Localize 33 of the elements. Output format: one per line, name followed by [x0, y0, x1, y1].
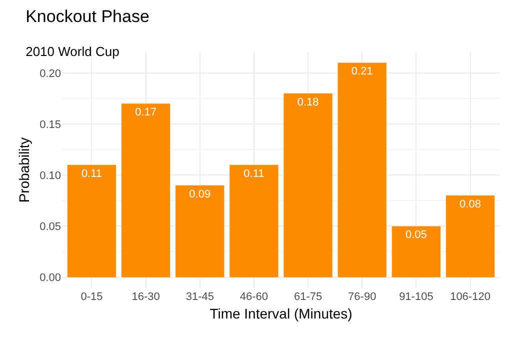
- data-label: 0.18: [297, 96, 319, 108]
- data-label: 0.08: [460, 198, 481, 211]
- y-tick-label: 0.05: [40, 221, 61, 234]
- x-tick-label: 61-75: [294, 291, 322, 303]
- y-tick-label: 0.10: [40, 170, 61, 182]
- y-tick-label: 0.15: [40, 118, 61, 131]
- bar: [392, 226, 441, 278]
- x-tick-label: 0-15: [80, 291, 103, 303]
- chart-title: Knockout Phase: [26, 7, 150, 26]
- data-label: 0.21: [351, 66, 373, 78]
- bar: [338, 62, 386, 278]
- x-tick-label: 31-45: [186, 291, 214, 303]
- y-tick-label: 0.00: [40, 272, 61, 284]
- x-tick-label: 76-90: [348, 291, 376, 303]
- data-label: 0.05: [405, 229, 427, 242]
- chart-subtitle: 2010 World Cup: [26, 44, 120, 59]
- bar: [121, 104, 170, 278]
- x-tick-label: 106-120: [450, 291, 490, 303]
- x-tick-label: 46-60: [240, 291, 268, 303]
- bar: [446, 196, 495, 278]
- data-label: 0.09: [189, 188, 211, 200]
- y-axis-title: Probability: [16, 137, 32, 203]
- data-label: 0.17: [135, 106, 157, 119]
- x-tick-label: 91-105: [399, 291, 434, 303]
- data-label: 0.11: [81, 168, 102, 180]
- bar: [230, 164, 278, 278]
- y-tick-label: 0.20: [40, 68, 61, 80]
- x-tick-label: 16-30: [132, 291, 160, 303]
- data-label: 0.11: [244, 168, 264, 180]
- x-axis-title: Time Interval (Minutes): [210, 305, 352, 322]
- bar: [284, 93, 332, 278]
- bar: [176, 185, 224, 278]
- bar: [67, 164, 116, 278]
